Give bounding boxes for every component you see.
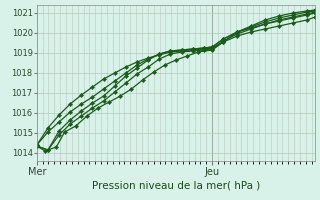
X-axis label: Pression niveau de la mer( hPa ): Pression niveau de la mer( hPa ) bbox=[92, 181, 260, 191]
